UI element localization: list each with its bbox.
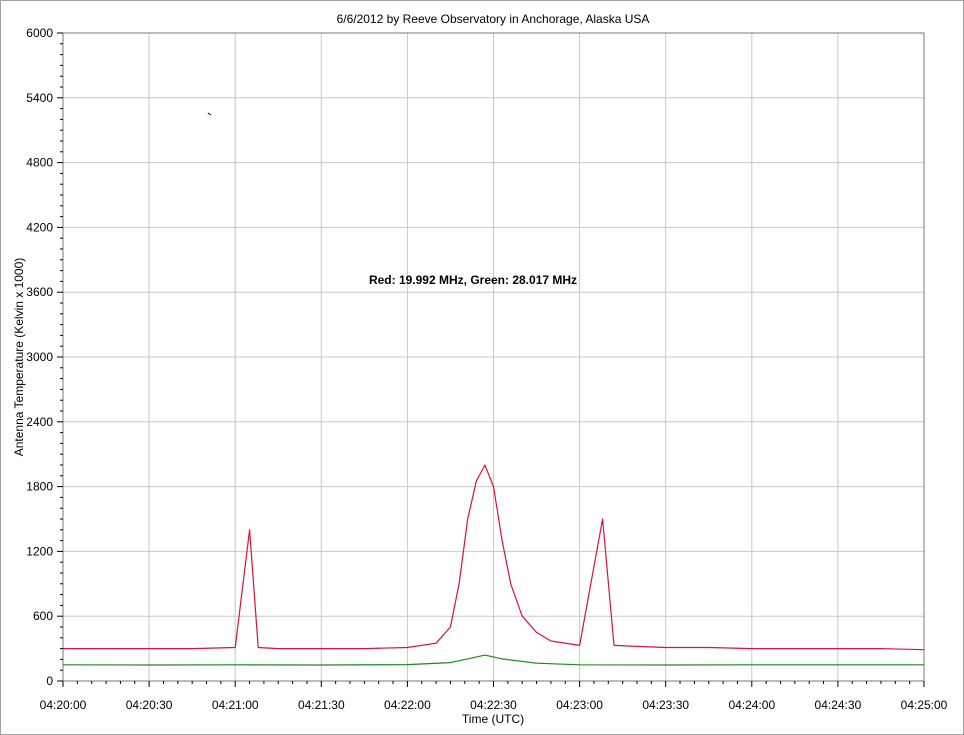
- stray-marker: [207, 112, 212, 116]
- chart-title: 6/6/2012 by Reeve Observatory in Anchora…: [337, 12, 650, 26]
- y-tick-label: 4200: [26, 220, 53, 234]
- y-tick-label: 6000: [26, 26, 53, 40]
- y-tick-label: 4800: [26, 156, 53, 170]
- x-axis-label: Time (UTC): [462, 712, 524, 726]
- x-tick-label: 04:20:30: [126, 698, 173, 712]
- x-tick-label: 04:25:00: [901, 698, 948, 712]
- red-series-line: [63, 464, 925, 651]
- y-tick-label: 3600: [26, 285, 53, 299]
- y-tick-label: 3000: [26, 350, 53, 364]
- y-axis-label: Antenna Temperature (Kelvin x 1000): [12, 258, 26, 457]
- x-tick-label: 04:23:30: [642, 698, 689, 712]
- x-tick-label: 04:20:00: [40, 698, 87, 712]
- y-tick-label: 1800: [26, 480, 53, 494]
- x-tick-label: 04:23:00: [556, 698, 603, 712]
- green-series-line: [62, 654, 924, 666]
- y-tick-label: 2400: [26, 415, 53, 429]
- frequency-annotation: Red: 19.992 MHz, Green: 28.017 MHz: [369, 273, 577, 287]
- x-tick-label: 04:24:00: [728, 698, 775, 712]
- y-tick-label: 600: [33, 609, 53, 623]
- x-tick-label: 04:22:00: [384, 698, 431, 712]
- series-layer: [62, 112, 925, 666]
- x-tick-label: 04:21:00: [212, 698, 259, 712]
- x-tick-label: 04:24:30: [815, 698, 862, 712]
- y-tick-label: 5400: [26, 91, 53, 105]
- x-tick-label: 04:21:30: [298, 698, 345, 712]
- grid: [63, 33, 924, 681]
- y-tick-label: 1200: [26, 544, 53, 558]
- y-tick-label: 0: [46, 674, 53, 688]
- tick-layer: 04:20:00 04:20:30 04:21:00 04:21:30 04:22:00…: [26, 26, 947, 712]
- x-tick-label: 04:22:30: [470, 698, 517, 712]
